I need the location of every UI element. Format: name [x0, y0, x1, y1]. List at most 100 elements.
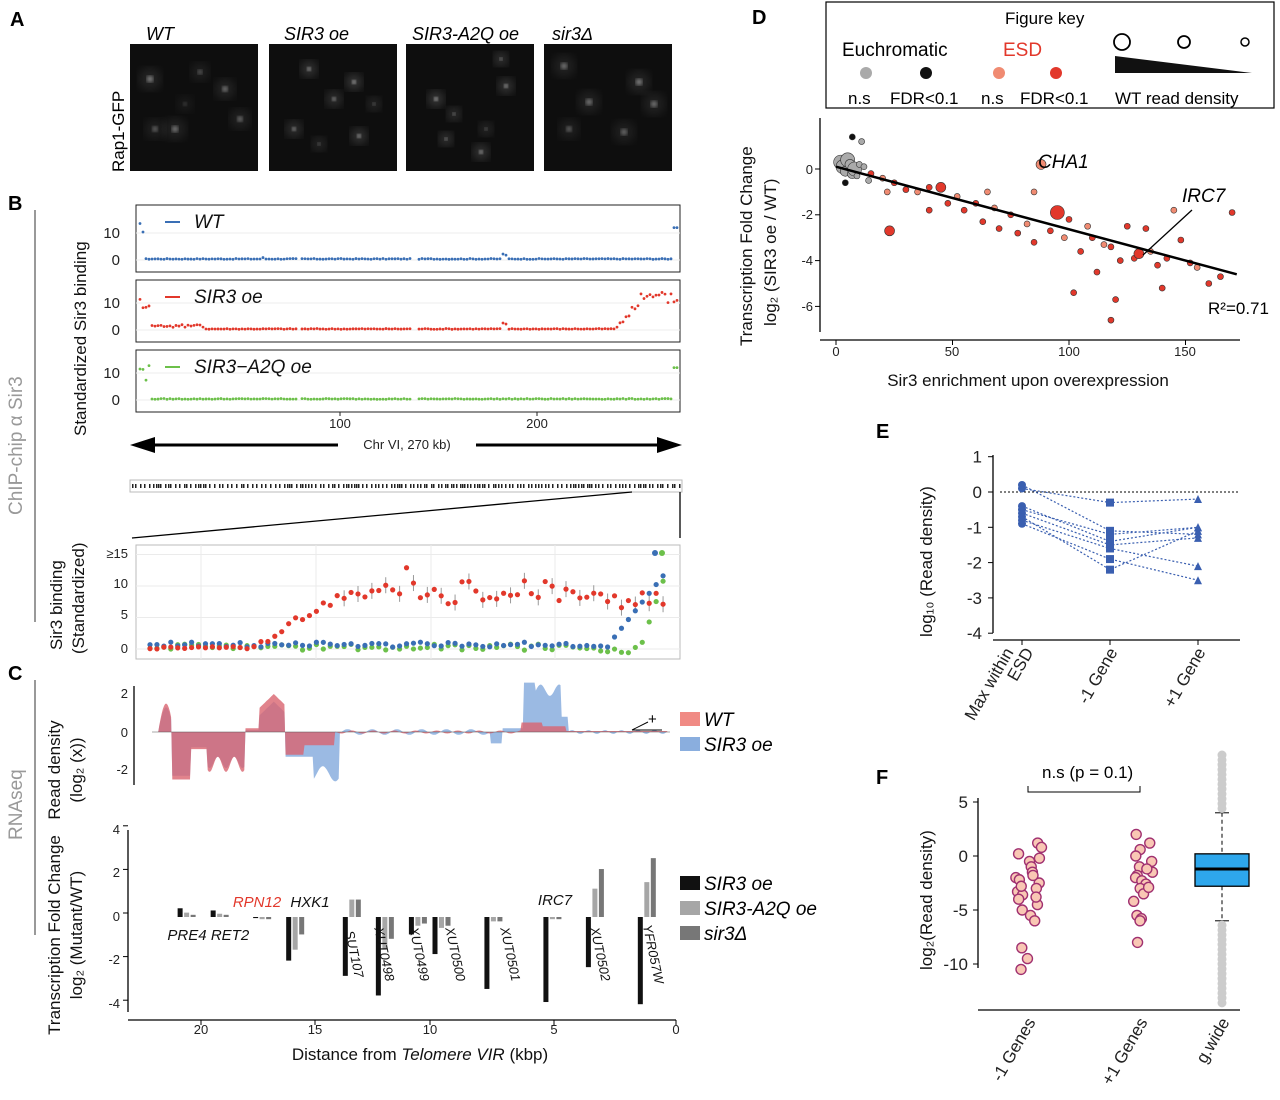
probe-tick — [662, 484, 664, 488]
fc-bar — [637, 917, 643, 1005]
chip-probe-point — [276, 327, 280, 331]
zoom-point-oe — [390, 587, 396, 593]
zoom-point-wt — [459, 643, 465, 649]
chip-probe-point — [351, 327, 355, 331]
density-ytick-2: 2 — [121, 686, 128, 701]
chip-probe-point — [450, 397, 454, 401]
strand-mark: + — [631, 711, 662, 731]
chip-probe-point — [204, 327, 208, 331]
chip-probe-point — [549, 257, 553, 261]
d-xtick-0: 0 — [832, 344, 839, 359]
zoom-point-oe — [147, 646, 153, 652]
rap1-foci — [484, 127, 488, 131]
zoom-point-oe — [341, 595, 347, 601]
d-point — [1047, 227, 1054, 235]
zoom-point-oe — [466, 578, 472, 585]
scatter-plot-d — [815, 118, 1240, 345]
chip-probe-point — [261, 397, 265, 400]
chip-probe-point — [393, 257, 397, 261]
chip-probe-point — [558, 397, 562, 401]
zoom-point-wt — [639, 599, 645, 605]
chip-probe-point — [171, 325, 175, 329]
probe-tick — [186, 484, 188, 488]
probe-tick — [587, 484, 589, 488]
chip-probe-point — [651, 295, 655, 299]
probe-tick — [375, 484, 377, 488]
annot-cha1: CHA1 — [1038, 152, 1089, 173]
chip-probe-point — [537, 257, 541, 260]
chip-probe-point — [651, 257, 655, 261]
chip-probe-point — [420, 257, 424, 260]
d-point — [1035, 159, 1047, 170]
chip-probe-point — [342, 327, 346, 331]
rap1-foci — [222, 86, 228, 92]
e-point-max — [1018, 519, 1026, 528]
chip-probe-point — [402, 397, 406, 401]
rap1-foci — [152, 126, 158, 132]
probe-tick — [358, 484, 360, 488]
e-point-plus1 — [1194, 495, 1202, 504]
chip-probe-point — [303, 257, 307, 261]
chip-probe-point — [615, 325, 619, 329]
zoom-point-a2q — [383, 647, 389, 653]
key-fdr-euch: FDR<0.1 — [890, 89, 959, 108]
chip-probe-point — [288, 397, 292, 401]
probe-tick — [657, 484, 659, 488]
chip-probe-point — [513, 397, 517, 401]
chip-probe-point — [591, 397, 595, 401]
chip-probe-point — [603, 327, 607, 331]
zoom-point-oe — [653, 590, 659, 596]
zoom-frame — [135, 544, 681, 660]
chip-probe-point — [327, 257, 331, 261]
zoom-point-a2q — [611, 646, 618, 652]
e-point-minus1 — [1106, 555, 1114, 564]
chip-probe-point — [669, 292, 673, 296]
chip-probe-point — [657, 257, 661, 261]
chip-probe-point — [306, 257, 310, 261]
chip-probe-point — [201, 257, 205, 261]
chip-probe-point — [396, 257, 400, 261]
probe-tick — [619, 484, 621, 488]
zoom-ylabel-2: (Standardized) — [69, 542, 88, 654]
zoom-point-wt — [390, 644, 396, 650]
zoom-point-wt — [431, 643, 437, 649]
d-point — [883, 188, 891, 196]
chip-probe-point — [636, 304, 640, 308]
zoom-point-wt — [397, 643, 403, 649]
chip-probe-point — [336, 257, 340, 260]
chip-probe-point — [198, 323, 202, 327]
chip-probe-point — [648, 293, 652, 297]
zoom-point-wt — [424, 641, 430, 647]
chip-probe-point — [372, 257, 376, 261]
d-point — [984, 188, 991, 196]
chip-probe-point — [252, 397, 256, 401]
probe-tick — [649, 484, 651, 488]
d-point — [884, 225, 895, 237]
chip-probe-point — [405, 397, 409, 401]
zoom-point-oe — [410, 580, 417, 586]
d-xtick-100: 100 — [1058, 344, 1080, 359]
chip-probe-point — [672, 300, 676, 304]
chip-probe-point — [156, 324, 160, 328]
probe-tick — [343, 484, 345, 488]
zoom-point-oe — [258, 638, 264, 645]
f-xtick-label: g.wide — [1192, 1015, 1233, 1067]
track-frame — [135, 349, 681, 413]
chip-probe-point — [258, 327, 262, 331]
chip-probe-point — [591, 257, 595, 261]
zoom-point-wt — [327, 641, 333, 647]
chip-probe-point — [597, 327, 601, 330]
zoom-point-wt — [535, 642, 541, 648]
chip-probe-point — [477, 397, 481, 401]
chip-probe-point — [270, 327, 274, 331]
zoom-point-wt — [570, 643, 576, 650]
zoom-point-wt — [237, 640, 243, 646]
e-ylabel: log₁₀ (Read density) — [917, 486, 936, 637]
probe-tick — [679, 484, 681, 488]
gene-label: XUT0501 — [497, 925, 523, 983]
gene-label: RPN12 — [233, 894, 282, 911]
chip-probe-point — [315, 257, 319, 261]
probe-tick — [625, 484, 627, 488]
probe-tick — [557, 484, 559, 488]
probe-tick — [227, 484, 229, 488]
